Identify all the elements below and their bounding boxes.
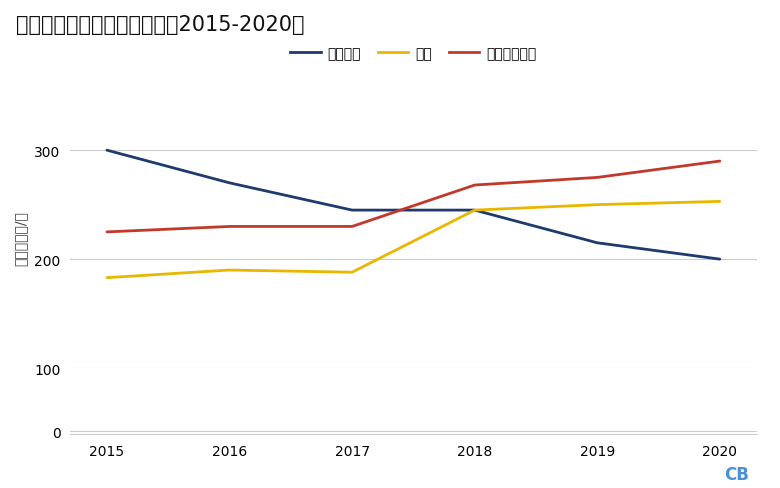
上报产能 bbox=[593, 241, 602, 246]
Line: 最低实际产能: 最低实际产能 bbox=[107, 162, 720, 232]
最低实际产能 bbox=[715, 159, 725, 164]
最低实际产能 bbox=[593, 175, 602, 181]
Y-axis label: 百万吨粗钢/年: 百万吨粗钢/年 bbox=[13, 210, 27, 265]
上报产能 bbox=[470, 208, 480, 214]
上报产能 bbox=[102, 148, 112, 154]
Text: CB: CB bbox=[724, 465, 749, 483]
产量 bbox=[715, 199, 725, 205]
上报产能 bbox=[347, 208, 356, 214]
Line: 产量: 产量 bbox=[107, 202, 720, 278]
Line: 上报产能: 上报产能 bbox=[107, 151, 720, 260]
产量 bbox=[225, 267, 234, 273]
Text: 河北省粗钢产能的变化情况（2015-2020）: 河北省粗钢产能的变化情况（2015-2020） bbox=[16, 15, 304, 35]
最低实际产能 bbox=[225, 224, 234, 230]
产量 bbox=[470, 208, 480, 214]
Legend: 上报产能, 产量, 最低实际产能: 上报产能, 产量, 最低实际产能 bbox=[285, 41, 542, 66]
最低实际产能 bbox=[347, 224, 356, 230]
产量 bbox=[593, 203, 602, 208]
上报产能 bbox=[715, 257, 725, 263]
最低实际产能 bbox=[470, 183, 480, 188]
产量 bbox=[347, 270, 356, 276]
产量 bbox=[102, 275, 112, 281]
上报产能 bbox=[225, 181, 234, 186]
最低实际产能 bbox=[102, 229, 112, 235]
